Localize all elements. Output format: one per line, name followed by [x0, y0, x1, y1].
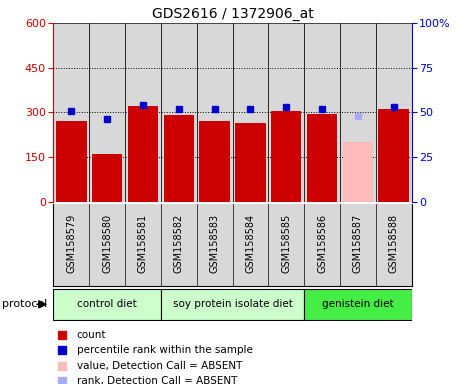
Bar [232, 23, 268, 202]
Bar [53, 23, 89, 202]
Bar [89, 23, 125, 202]
Text: GSM158583: GSM158583 [210, 214, 219, 273]
Bar [92, 154, 122, 202]
Text: GSM158587: GSM158587 [353, 214, 363, 273]
Bar [128, 106, 158, 202]
Bar [161, 289, 304, 320]
Bar [161, 23, 197, 202]
Title: GDS2616 / 1372906_at: GDS2616 / 1372906_at [152, 7, 313, 21]
Bar [340, 23, 376, 202]
Text: soy protein isolate diet: soy protein isolate diet [173, 299, 292, 310]
Text: GSM158588: GSM158588 [389, 214, 399, 273]
Bar [271, 111, 301, 202]
Bar [56, 121, 86, 202]
Text: rank, Detection Call = ABSENT: rank, Detection Call = ABSENT [77, 376, 237, 384]
Bar [343, 142, 373, 202]
Bar [379, 109, 409, 202]
Bar [197, 23, 232, 202]
Bar [199, 121, 230, 202]
Bar [53, 289, 161, 320]
Bar [268, 23, 304, 202]
Bar [125, 23, 161, 202]
Text: GSM158580: GSM158580 [102, 214, 112, 273]
Bar [307, 114, 337, 202]
Text: percentile rank within the sample: percentile rank within the sample [77, 345, 252, 355]
Text: GSM158582: GSM158582 [174, 214, 184, 273]
Text: protocol: protocol [2, 299, 47, 310]
Text: GSM158586: GSM158586 [317, 214, 327, 273]
Text: GSM158581: GSM158581 [138, 214, 148, 273]
Text: GSM158585: GSM158585 [281, 214, 291, 273]
Text: genistein diet: genistein diet [322, 299, 394, 310]
Text: count: count [77, 330, 106, 340]
Bar [304, 23, 340, 202]
Bar [304, 289, 412, 320]
Text: GSM158584: GSM158584 [246, 214, 255, 273]
Bar [164, 115, 194, 202]
Text: value, Detection Call = ABSENT: value, Detection Call = ABSENT [77, 361, 242, 371]
Bar [376, 23, 412, 202]
Bar [235, 123, 266, 202]
Text: GSM158579: GSM158579 [66, 214, 76, 273]
Text: control diet: control diet [77, 299, 137, 310]
